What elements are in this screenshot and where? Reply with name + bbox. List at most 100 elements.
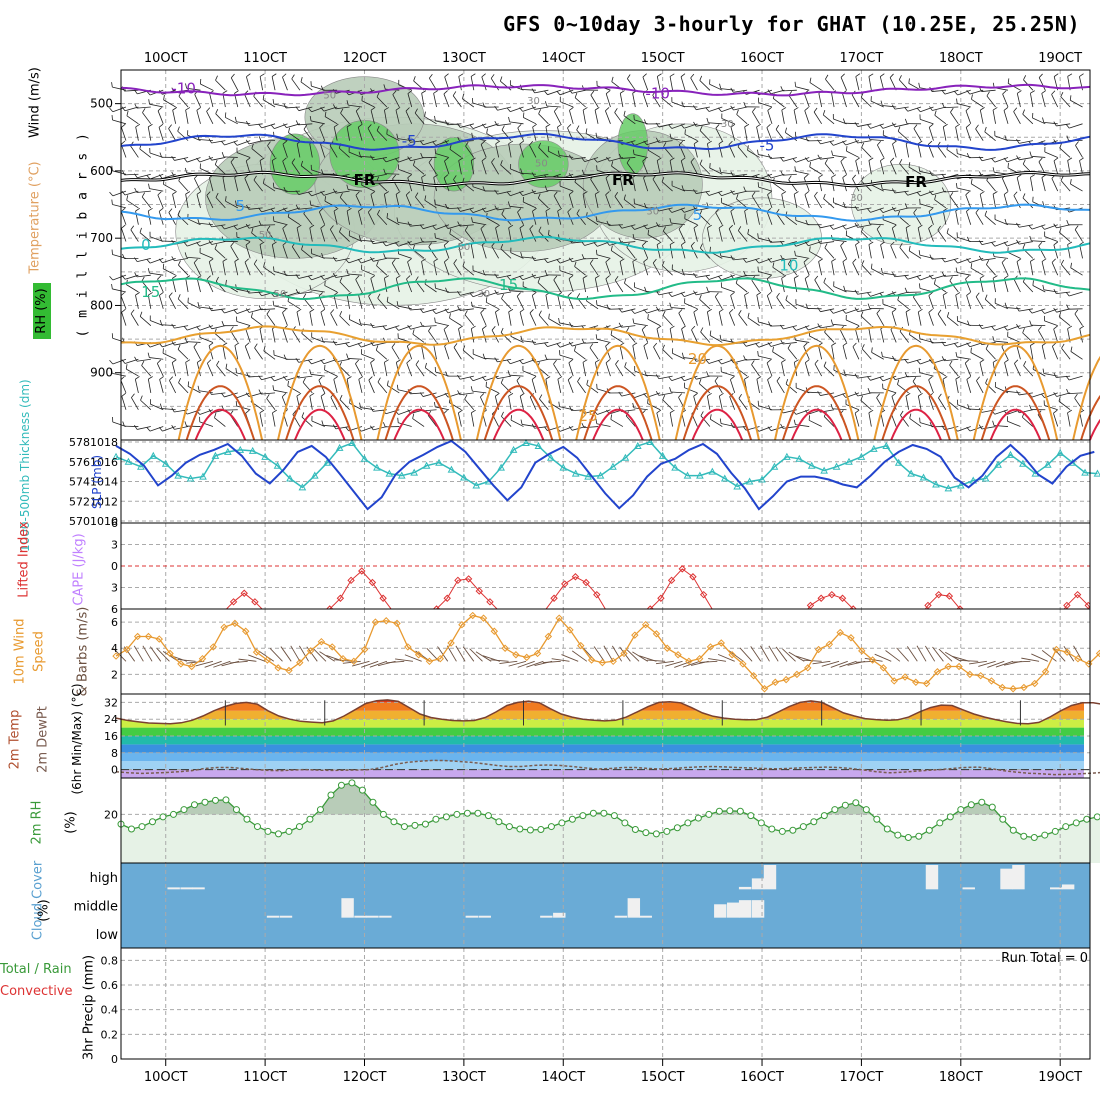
wind-barb xyxy=(1018,392,1033,396)
wind-barb-flag xyxy=(751,191,756,197)
wind-barb-flag xyxy=(259,73,265,77)
wind-barb xyxy=(658,140,673,143)
wind-barb-flag xyxy=(234,90,239,94)
wind10-barb xyxy=(369,660,388,668)
wind-barb-flag xyxy=(172,191,177,195)
wind-barb xyxy=(642,245,649,259)
wind-barb xyxy=(1060,96,1071,108)
wind-barb xyxy=(861,147,872,158)
wind-barb-flag xyxy=(916,107,921,113)
thickness-point xyxy=(708,467,717,475)
wind-barb xyxy=(139,232,152,242)
wind-barb-flag xyxy=(861,260,865,266)
wind10-barb xyxy=(655,660,674,665)
wind-barb xyxy=(273,389,288,394)
wind-barb-flag xyxy=(699,125,703,131)
thickness-point xyxy=(546,453,555,461)
wind-barb-flag xyxy=(383,253,386,259)
wind10-barb xyxy=(739,647,753,662)
wind-barb xyxy=(519,396,524,410)
wind10-point xyxy=(306,647,315,655)
wind-barb-flag xyxy=(919,283,921,289)
wind-barb-flag xyxy=(719,418,722,424)
wind-barb xyxy=(387,385,400,394)
wind-barb-flag xyxy=(1065,123,1070,129)
thickness-point xyxy=(720,474,729,482)
wind-barb xyxy=(557,379,562,393)
wind-barb-flag xyxy=(980,191,985,195)
wind-barb xyxy=(457,412,462,427)
wind-barb-flag xyxy=(171,340,175,346)
wind-barb xyxy=(870,291,884,297)
lifted-index-point xyxy=(571,573,580,581)
wind-barb xyxy=(538,314,549,326)
wind-barb-flag xyxy=(376,125,380,131)
wind-barb xyxy=(582,194,587,208)
wind-barb-flag xyxy=(346,184,349,190)
wind-barb-flag xyxy=(457,221,461,227)
wind-barb xyxy=(1044,151,1058,158)
wind-barb-flag xyxy=(655,137,660,143)
wind-barb xyxy=(187,386,201,394)
wind-barb-flag xyxy=(272,241,277,245)
wind-barb xyxy=(244,178,251,192)
wind-barb xyxy=(121,228,127,242)
wind-barb xyxy=(339,231,350,242)
wind-barb-flag xyxy=(1067,325,1073,330)
wind-barb xyxy=(531,295,537,309)
wind-barb-flag xyxy=(1070,262,1073,268)
wind-barb-flag xyxy=(508,140,514,145)
wind-barb-flag xyxy=(178,378,182,383)
wind-barb-flag xyxy=(470,73,476,77)
wind-barb-flag xyxy=(221,320,225,326)
wind-barb xyxy=(994,325,1009,331)
contour-25 xyxy=(384,385,454,441)
wind-barb-flag xyxy=(259,157,265,161)
wind-barb xyxy=(311,106,325,113)
thickness-point xyxy=(994,460,1002,468)
wind-barb xyxy=(1075,145,1083,158)
wind-barb-flag xyxy=(159,319,163,325)
thickness-point xyxy=(460,473,468,481)
wind-barb-flag xyxy=(159,376,164,380)
wind-barb-flag xyxy=(751,360,755,365)
wind-barb xyxy=(928,396,934,410)
wind-barb-flag xyxy=(804,241,809,247)
wind-barb-flag xyxy=(568,88,573,94)
wind-barb xyxy=(484,358,499,360)
wind-barb-flag xyxy=(412,244,415,250)
wind-barb xyxy=(149,152,164,158)
wind-barb-flag xyxy=(898,75,902,80)
wind-barb xyxy=(147,294,152,309)
wind-barb xyxy=(899,247,909,259)
wind-barb-flag xyxy=(444,392,449,398)
wind-barb-flag xyxy=(871,347,873,353)
wind-barb-flag xyxy=(148,183,150,189)
wind-barb-flag xyxy=(943,123,948,128)
wind-barb xyxy=(159,295,164,309)
wind10-barb xyxy=(924,645,936,662)
wind-barb xyxy=(899,331,909,343)
wind-barb xyxy=(690,77,698,91)
wind-barb xyxy=(120,295,127,309)
wind-barb xyxy=(814,195,823,209)
wind-barb-flag xyxy=(942,292,948,296)
wind-barb xyxy=(459,308,474,311)
wind-barb-flag xyxy=(187,381,190,387)
wind-barb xyxy=(187,241,201,247)
wind-barb xyxy=(772,182,785,192)
wind-barb xyxy=(917,143,922,158)
rh2m-point xyxy=(778,827,786,835)
cloud-bar xyxy=(751,878,765,890)
wind-barb-flag xyxy=(693,290,697,296)
wind-barb-flag xyxy=(1051,90,1056,95)
wind-barb-flag xyxy=(376,92,380,98)
wind-barb-flag xyxy=(965,191,970,196)
wind-barb xyxy=(141,365,152,377)
wind-barb-flag xyxy=(355,275,360,280)
wind-barb xyxy=(823,198,835,209)
wind-barb xyxy=(621,224,636,229)
wind-barb-flag xyxy=(258,220,262,226)
wind-barb xyxy=(282,144,288,158)
wind-barb xyxy=(942,126,947,141)
